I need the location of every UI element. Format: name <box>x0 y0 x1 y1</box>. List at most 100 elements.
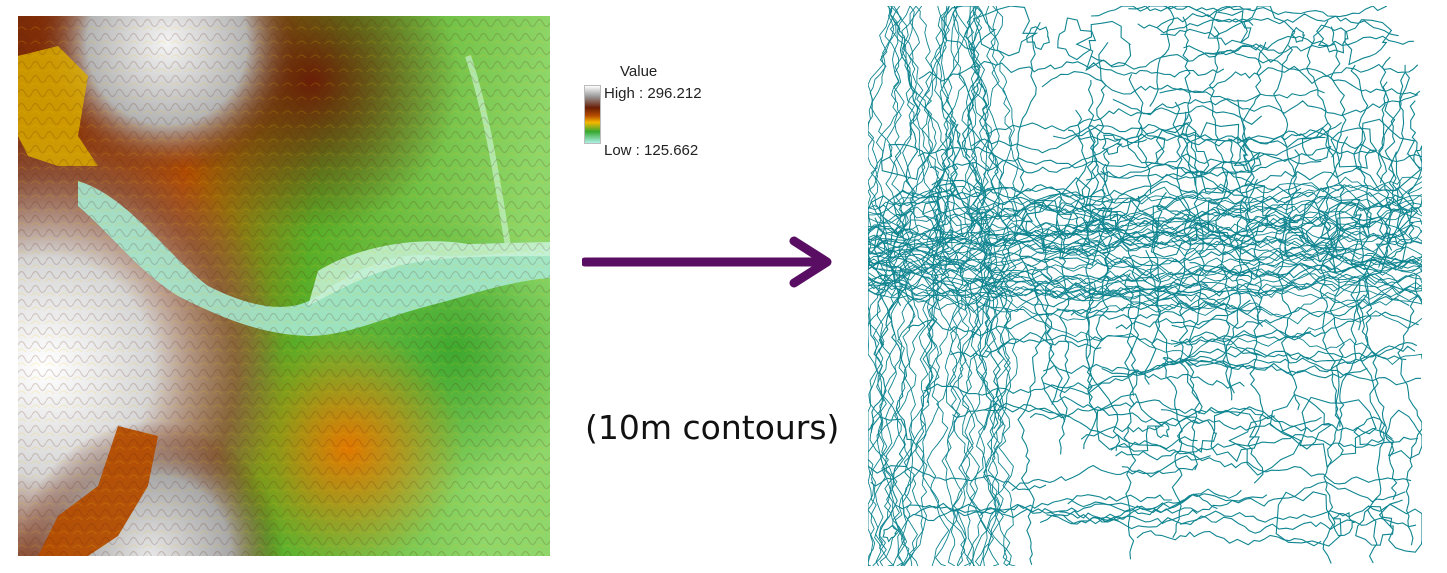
contour-line <box>881 143 927 180</box>
contour-line <box>1059 488 1242 525</box>
contour-line <box>1017 266 1050 565</box>
contour-line <box>868 195 1422 259</box>
contour-line <box>868 258 1422 299</box>
contour-line <box>868 269 1422 313</box>
contour-line <box>1233 141 1262 172</box>
contour-line <box>1338 191 1419 265</box>
legend-color-ramp <box>584 85 601 144</box>
contour-line <box>872 6 915 566</box>
contour-line <box>926 6 976 566</box>
contour-line <box>1086 207 1117 233</box>
contour-line <box>1085 283 1121 451</box>
contour-line <box>1115 295 1410 330</box>
contour-line <box>893 6 950 566</box>
contour-line <box>964 6 997 566</box>
contour-line <box>1029 413 1198 450</box>
contour-line <box>984 402 1322 433</box>
contour-line <box>917 121 1190 174</box>
contour-line <box>1316 24 1349 54</box>
contour-line <box>961 6 999 566</box>
contour-line <box>908 6 966 566</box>
contour-line <box>1128 6 1251 12</box>
contour-line <box>1112 89 1325 115</box>
contour-line <box>1332 512 1356 537</box>
contour-line <box>1011 455 1211 492</box>
contour-line <box>1378 81 1388 183</box>
contour-line <box>1210 411 1260 463</box>
contour-line <box>1179 16 1192 130</box>
contour-line <box>870 466 1047 491</box>
contour-line <box>918 60 1225 82</box>
contour-line <box>971 82 1000 338</box>
contour-line <box>1245 178 1264 328</box>
contour-line <box>1159 65 1421 96</box>
contour-line <box>1413 145 1422 169</box>
contour-line <box>1033 177 1106 251</box>
contour-line <box>1110 440 1412 485</box>
contour-line <box>868 278 1422 317</box>
contour-line <box>1207 9 1252 46</box>
contour-line <box>1172 101 1196 186</box>
contour-line <box>983 6 1016 566</box>
contour-line <box>1353 416 1386 446</box>
contour-line <box>1081 131 1095 402</box>
contour-line <box>868 195 907 256</box>
contour-line <box>868 223 1422 265</box>
contour-line <box>1274 221 1306 254</box>
contour-line <box>868 225 1422 278</box>
contour-line <box>868 6 926 566</box>
contour-line <box>868 243 1422 293</box>
contour-line <box>868 184 1422 236</box>
contour-line <box>957 6 990 566</box>
contour-line <box>1180 121 1250 194</box>
contour-line <box>889 6 935 566</box>
elevation-legend: Value High : 296.212 Low : 125.662 <box>580 60 760 170</box>
legend-high-label: High : 296.212 <box>604 85 702 102</box>
contour-line <box>1086 158 1322 181</box>
contour-line <box>1101 342 1418 376</box>
contour-line <box>1317 136 1349 221</box>
contour-line <box>1291 26 1306 43</box>
contour-line <box>1269 393 1334 450</box>
contour-line <box>1126 126 1166 165</box>
contour-line <box>1052 122 1329 148</box>
contour-line <box>1344 19 1393 66</box>
contour-line <box>868 196 1422 242</box>
contour-line <box>1123 273 1137 560</box>
contour-line <box>868 232 1422 265</box>
contour-line <box>1355 505 1394 546</box>
contour-line <box>1322 277 1345 564</box>
contour-line <box>1070 291 1262 316</box>
contour-line <box>908 6 963 566</box>
contour-line <box>1194 222 1214 239</box>
contour-line <box>1101 134 1123 155</box>
contour-line <box>868 224 1422 257</box>
contour-line <box>1083 163 1114 450</box>
contour-line <box>1096 393 1165 452</box>
contour-line <box>1299 396 1377 468</box>
contour-line <box>1136 530 1322 547</box>
contour-line <box>1149 6 1175 107</box>
contour-line <box>1075 20 1132 72</box>
contour-line <box>914 494 1172 516</box>
contour-line <box>1384 409 1422 460</box>
contour-line <box>954 6 1017 566</box>
contour-line <box>1339 282 1360 427</box>
contour-line <box>1180 515 1417 534</box>
contour-line <box>1157 18 1247 34</box>
contour-line <box>1115 434 1418 461</box>
contour-line <box>1043 358 1368 379</box>
contour-line <box>868 255 1422 299</box>
contour-line <box>1239 6 1296 64</box>
contour-line <box>878 6 916 566</box>
contour-line <box>1353 118 1422 192</box>
dem-terrain-texture <box>18 16 550 556</box>
contour-line <box>972 6 1039 57</box>
contour-line <box>907 300 1226 337</box>
contour-line <box>1157 191 1315 220</box>
contour-line-map <box>868 6 1422 566</box>
contour-line <box>1362 151 1398 500</box>
contour-line <box>971 162 992 431</box>
contour-line <box>868 195 1422 240</box>
contour-line <box>879 6 950 566</box>
